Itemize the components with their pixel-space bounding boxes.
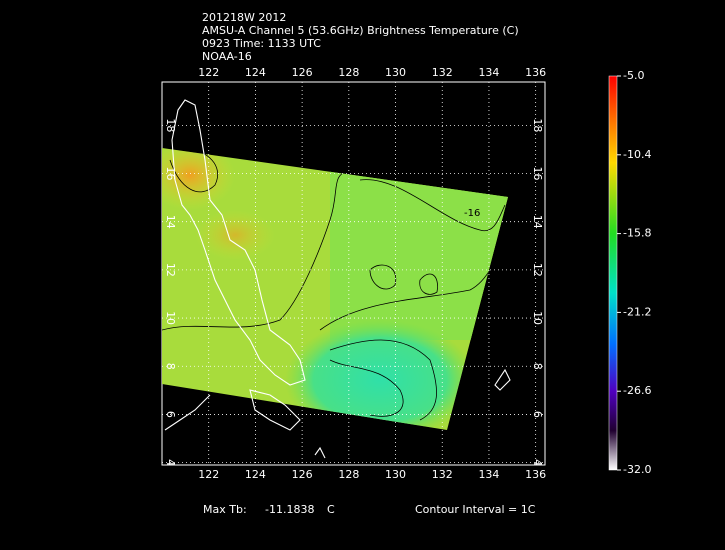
lat-label-left: 6 [164,411,177,418]
lon-label-bottom: 124 [245,468,266,481]
lat-label-left: 12 [164,263,177,277]
colorbar-label: -32.0 [623,463,651,476]
lon-label-bottom: 128 [338,468,359,481]
lon-label-top: 124 [245,66,266,79]
lon-label-top: 134 [478,66,499,79]
lon-label-top: 130 [385,66,406,79]
header-line: NOAA-16 [202,50,252,63]
lon-label-bottom: 134 [478,468,499,481]
lon-label-top: 126 [292,66,313,79]
lat-label-left: 14 [164,215,177,229]
lat-label-right: 10 [531,311,544,325]
lat-label-left: 4 [164,459,177,466]
colorbar-label: -5.0 [623,69,644,82]
lon-label-bottom: 132 [432,468,453,481]
swath [162,148,508,430]
lon-label-top: 132 [432,66,453,79]
lat-label-right: 4 [531,459,544,466]
contour-label: -16 [464,208,480,219]
lat-label-left: 10 [164,311,177,325]
colorbar-label: -10.4 [623,148,651,161]
colorbar [608,75,618,471]
lon-label-top: 128 [338,66,359,79]
lon-label-bottom: 130 [385,468,406,481]
lat-label-right: 16 [531,167,544,181]
colorbar-label: -15.8 [623,227,651,240]
lon-label-bottom: 122 [198,468,219,481]
colorbar-label: -26.6 [623,384,651,397]
lat-label-left: 8 [164,363,177,370]
max-value: -11.1838 [265,503,314,516]
unit: C [327,503,335,516]
lat-label-right: 8 [531,363,544,370]
lon-label-bottom: 136 [525,468,546,481]
lat-label-right: 6 [531,411,544,418]
max-label: Max Tb: [203,503,247,516]
lat-label-left: 16 [164,167,177,181]
contour-interval: Contour Interval = 1C [415,503,536,516]
lat-label-right: 14 [531,215,544,229]
lat-label-right: 12 [531,263,544,277]
lon-label-bottom: 126 [292,468,313,481]
header-line: AMSU-A Channel 5 (53.6GHz) Brightness Te… [202,24,519,37]
lat-label-right: 18 [531,118,544,132]
header-line: 201218W 2012 [202,11,286,24]
lon-label-top: 122 [198,66,219,79]
lat-label-left: 18 [164,118,177,132]
colorbar-label: -21.2 [623,305,651,318]
header-line: 0923 Time: 1133 UTC [202,37,321,50]
lon-label-top: 136 [525,66,546,79]
